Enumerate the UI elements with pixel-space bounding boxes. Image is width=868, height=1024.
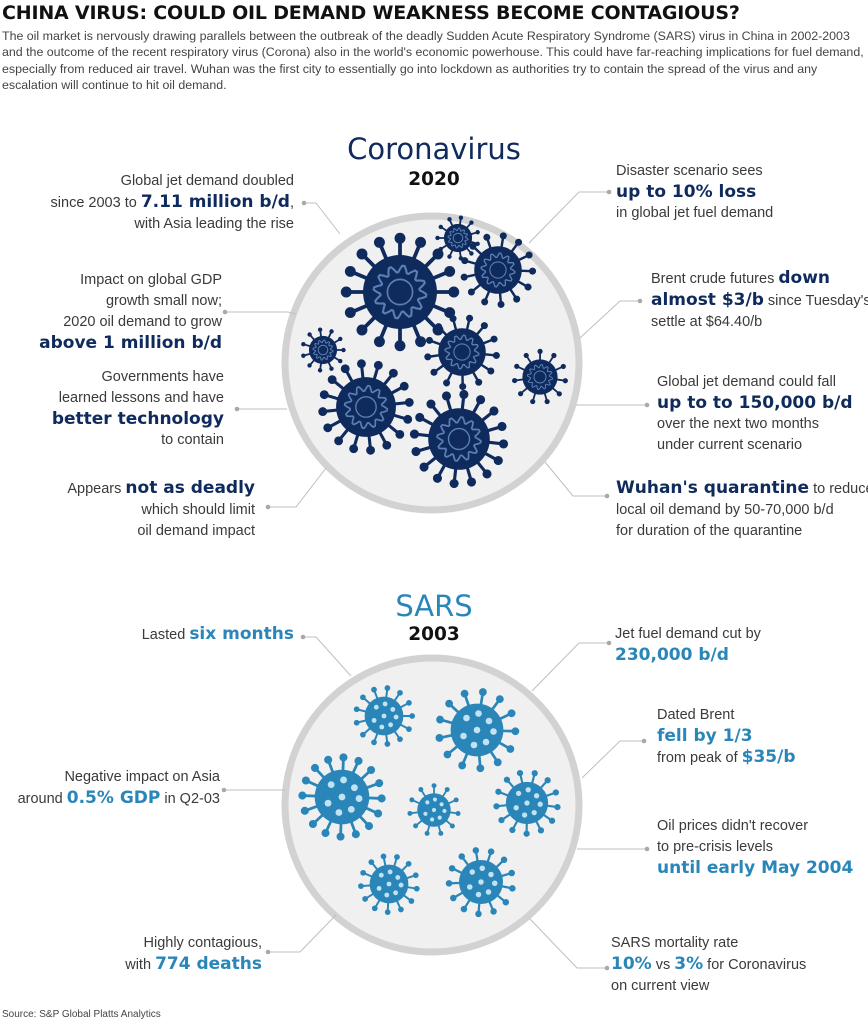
sars-year: 2003: [408, 624, 460, 645]
note-jet-fuel-cut: Jet fuel demand cut by 230,000 b/d: [615, 626, 761, 665]
note-dated-brent: Dated Brent fell by 1/3 from peak of $35…: [657, 707, 796, 767]
note-gdp: Impact on global GDP growth small now; 2…: [39, 272, 222, 353]
note-jet-fall: Global jet demand could fall up to to 15…: [657, 374, 853, 453]
sars-virus-icon: [407, 783, 461, 836]
connector-lines: [224, 191, 647, 969]
corona-virus-icon: [301, 327, 346, 373]
sars-virus-icon: [353, 685, 416, 747]
note-not-as-deadly: Appears not as deadly which should limit…: [67, 478, 255, 539]
note-brent-crude: Brent crude futures down almost $3/b sin…: [651, 268, 868, 330]
sars-virus-icon: [435, 688, 520, 773]
coronavirus-year: 2020: [408, 169, 460, 190]
sars-virus-icons: [298, 685, 561, 918]
note-prices-recover: Oil prices didn't recover to pre-crisis …: [657, 818, 854, 878]
note-mortality-rate: SARS mortality rate 10% vs 3% for Corona…: [611, 935, 807, 994]
note-asia-gdp: Negative impact on Asia around 0.5% GDP …: [17, 769, 220, 808]
corona-virus-icon: [409, 389, 509, 489]
coronavirus-icons: [301, 215, 568, 489]
note-wuhan-quarantine: Wuhan's quarantine to reduce local oil d…: [616, 478, 868, 539]
sars-heading: SARS: [395, 589, 473, 623]
corona-virus-icon: [435, 215, 480, 261]
corona-virus-icon: [460, 232, 537, 308]
note-disaster-scenario: Disaster scenario sees up to 10% loss in…: [616, 163, 774, 221]
note-jet-doubled: Global jet demand doubled since 2003 to …: [50, 173, 294, 232]
coronavirus-heading: Coronavirus: [347, 132, 521, 166]
sars-virus-icon: [358, 853, 420, 915]
connector-dots: [221, 189, 650, 971]
note-highly-contagious: Highly contagious, with 774 deaths: [125, 935, 262, 974]
sars-virus-icon: [298, 753, 386, 841]
sars-virus-icon: [493, 769, 561, 837]
intro-paragraph: The oil market is nervously drawing para…: [2, 29, 864, 93]
corona-virus-icon: [340, 232, 460, 352]
corona-virus-icon: [424, 314, 500, 391]
sars-virus-icon: [445, 847, 516, 918]
note-lasted: Lasted six months: [141, 624, 294, 644]
source-credit: Source: S&P Global Platts Analytics: [2, 1009, 161, 1020]
corona-virus-icon: [318, 359, 414, 455]
page-title: CHINA VIRUS: COULD OIL DEMAND WEAKNESS B…: [2, 2, 740, 24]
corona-virus-icon: [512, 348, 568, 405]
note-governments: Governments have learned lessons and hav…: [51, 369, 224, 448]
